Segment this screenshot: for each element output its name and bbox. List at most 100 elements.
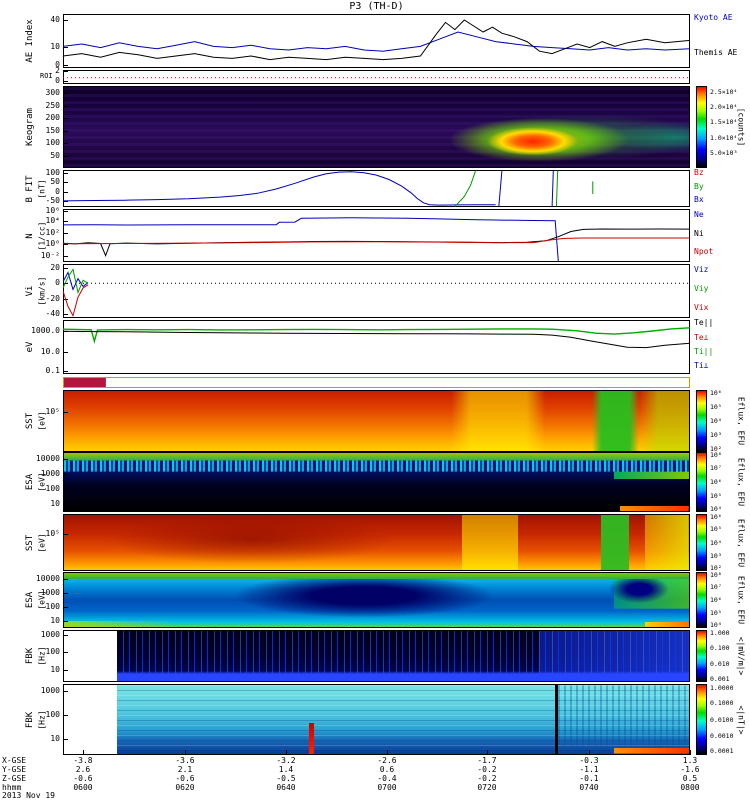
- series-bx-gap-2: [551, 170, 554, 207]
- ytick-label-ae: 40: [50, 14, 60, 24]
- ytick-label-ni: 10²: [45, 227, 60, 237]
- ytick-label-esa-e: 10000: [35, 573, 60, 583]
- ytick-mark: [64, 81, 68, 82]
- xaxis-value: -0.2: [477, 765, 497, 774]
- xaxis-value: 1.4: [278, 765, 294, 774]
- ytick-label-fbk-e: 100: [45, 647, 60, 657]
- xaxis-row-label-hhmm: hhmm: [2, 783, 22, 792]
- ytick-mark: [64, 65, 68, 66]
- ytick-mark: [64, 579, 68, 580]
- xaxis-value: 0.6: [379, 765, 395, 774]
- colorbar-tick-sst-i: 10²: [710, 444, 722, 453]
- colorbar-tick-fbk-b: 0.0010: [710, 731, 734, 740]
- colorbar-tick-esa-e: 10⁴: [710, 621, 722, 630]
- ytick-mark: [64, 534, 68, 535]
- xaxis-value: 2.6: [75, 765, 91, 774]
- colorbar-tick-sst-i: 10⁶: [710, 389, 722, 398]
- panel-esa-i: [63, 452, 690, 512]
- ytick-label-keogram: 50: [50, 150, 60, 160]
- ytick-label-bfit: -50: [45, 196, 60, 206]
- ytick-mark: [64, 93, 68, 94]
- panel-fbk-b: [63, 684, 690, 755]
- colorbar-fbk-e: [696, 630, 707, 682]
- ytick-mark: [64, 143, 68, 144]
- ytick-label-roi: 0: [55, 75, 60, 85]
- colorbar-title-esa-i: Eflux, EFU: [736, 457, 746, 507]
- colorbar-tick-fbk-e: 1.000: [710, 628, 730, 637]
- ytick-mark: [64, 670, 68, 671]
- legend-te-: Te⊥: [694, 333, 709, 343]
- ytick-mark: [64, 283, 68, 284]
- colorbar-tick-keogram: 2.5×10⁴: [710, 88, 738, 97]
- xaxis-value: 0800: [680, 783, 700, 792]
- panel-vi: [63, 264, 690, 318]
- ytick-label-esa-i: 10000: [35, 454, 60, 464]
- ytick-mark: [64, 268, 68, 269]
- ytick-label-keogram: 200: [45, 113, 60, 123]
- ytick-mark: [64, 47, 68, 48]
- colorbar-tick-sst-i: 10³: [710, 431, 722, 440]
- colorbar-tick-esa-i: 10⁸: [710, 451, 722, 459]
- ytick-label-vi: -40: [45, 309, 60, 319]
- ytick-label-vi: 0: [55, 278, 60, 288]
- colorbar-sst-i: [696, 390, 707, 452]
- axis-label-ae: AE Index: [25, 19, 35, 63]
- series-ni: [63, 228, 690, 257]
- xaxis-value: 0740: [579, 783, 599, 792]
- colorbar-keogram: [696, 86, 707, 168]
- ytick-mark: [64, 20, 68, 21]
- xaxis-value: -1.7: [477, 756, 497, 765]
- xtick-mark: [286, 750, 287, 755]
- series-ne: [63, 217, 559, 262]
- panel-teti: [63, 320, 690, 374]
- xtick-mark: [690, 750, 691, 755]
- ytick-mark: [64, 106, 68, 107]
- colorbar-tick-fbk-e: 0.100: [710, 644, 730, 653]
- ytick-mark: [64, 192, 68, 193]
- xtick-mark: [589, 750, 590, 755]
- colorbar-sst-e: [696, 514, 707, 571]
- date-label: 2013 Nov 19: [2, 791, 55, 800]
- colorbar-tick-sst-i: 10⁵: [710, 402, 722, 411]
- colorbar-title-sst-i: Eflux, EFU: [736, 396, 746, 446]
- ytick-label-ni: 10⁻²: [40, 251, 60, 261]
- xaxis-value: -0.6: [73, 774, 93, 783]
- ytick-mark: [64, 314, 68, 315]
- series-bx-gap-1: [498, 170, 503, 207]
- chart-ae: [63, 19, 690, 61]
- ytick-label-ae: 0: [55, 60, 60, 70]
- ytick-label-vi: -20: [45, 293, 60, 303]
- xaxis-row-label-x-gse: X-GSE: [2, 756, 27, 765]
- panel-keogram: [63, 86, 690, 168]
- legend-bz: Bz: [694, 167, 704, 177]
- colorbar-tick-fbk-b: 0.0100: [710, 715, 734, 724]
- ytick-label-ae: 10: [50, 42, 60, 52]
- ytick-mark: [64, 244, 68, 245]
- ytick-mark: [64, 352, 68, 353]
- panel-sst-i: [63, 390, 690, 452]
- xaxis-value: 0600: [73, 783, 93, 792]
- legend-by: By: [694, 181, 704, 191]
- ytick-label-esa-e: 10: [50, 615, 60, 625]
- chart-vi: [63, 268, 690, 318]
- ytick-label-teti: 1000.0: [31, 325, 60, 335]
- colorbar-tick-fbk-b: 0.1000: [710, 699, 734, 708]
- panel-flag: [63, 377, 690, 388]
- chart-bfit: [63, 170, 594, 207]
- ytick-label-bfit: 0: [55, 186, 60, 196]
- colorbar-tick-sst-e: 10⁵: [710, 525, 722, 534]
- xaxis-value: 0620: [175, 783, 195, 792]
- ytick-mark: [64, 118, 68, 119]
- xaxis-value: -0.5: [276, 774, 296, 783]
- legend-vix: Vix: [694, 303, 709, 313]
- colorbar-fbk-b: [696, 684, 707, 755]
- ytick-mark: [64, 371, 68, 372]
- colorbar-tick-sst-e: 10⁶: [710, 512, 722, 521]
- colorbar-tick-esa-e: 10⁷: [710, 583, 722, 592]
- ytick-mark: [64, 652, 68, 653]
- ytick-label-esa-i: 10: [50, 499, 60, 509]
- xaxis-value: 0640: [276, 783, 296, 792]
- panel-esa-e: [63, 572, 690, 628]
- colorbar-tick-keogram: 1.5×10⁴: [710, 118, 738, 127]
- legend-te-: Te||: [694, 318, 714, 328]
